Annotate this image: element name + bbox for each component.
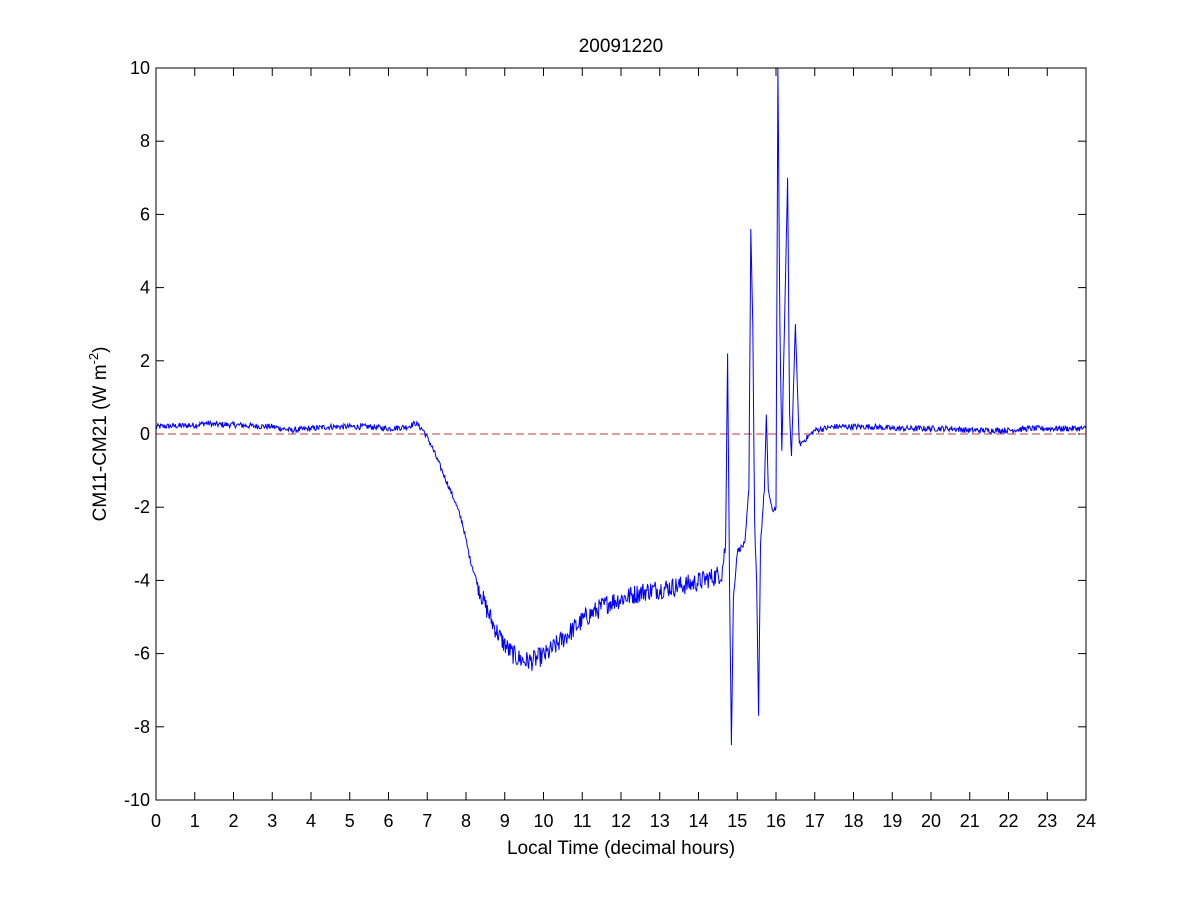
x-tick-label: 5	[345, 811, 355, 831]
y-axis-label-close: )	[90, 347, 111, 353]
y-tick-label: 10	[130, 58, 150, 78]
x-tick-label: 7	[422, 811, 432, 831]
x-tick-label: 16	[766, 811, 786, 831]
y-tick-label: -2	[134, 497, 150, 517]
x-tick-label: 4	[306, 811, 316, 831]
y-tick-label: 4	[140, 278, 150, 298]
x-tick-label: 1	[190, 811, 200, 831]
y-tick-label: -10	[124, 790, 150, 810]
x-axis-label: Local Time (decimal hours)	[507, 838, 735, 859]
y-axis-label-superscript: -2	[86, 353, 101, 365]
x-tick-label: 18	[843, 811, 863, 831]
chart-title: 20091220	[579, 36, 664, 57]
x-tick-label: 12	[611, 811, 631, 831]
x-tick-label: 3	[267, 811, 277, 831]
x-tick-label: 11	[573, 811, 592, 831]
x-tick-label: 9	[500, 811, 510, 831]
x-tick-label: 10	[533, 811, 553, 831]
x-tick-label: 8	[461, 811, 471, 831]
x-tick-label: 17	[805, 811, 825, 831]
x-tick-label: 24	[1076, 811, 1096, 831]
x-tick-label: 23	[1037, 811, 1057, 831]
x-tick-label: 21	[960, 811, 980, 831]
x-tick-label: 6	[383, 811, 393, 831]
series-line	[155, 67, 1087, 746]
x-axis-ticks: 0 1 2 3 4 5 6 7 8 9 10 11 12 13 14 15 16 17 18 19 20 21 22 23 24	[151, 68, 1096, 831]
x-tick-label: 20	[921, 811, 941, 831]
y-tick-label: -6	[134, 644, 150, 664]
x-tick-label: 2	[228, 811, 238, 831]
x-tick-label: 19	[882, 811, 902, 831]
x-tick-label: 14	[688, 811, 708, 831]
y-tick-label: 6	[140, 204, 150, 224]
y-axis-label-main: CM11-CM21 (W m	[90, 364, 111, 521]
y-tick-label: -8	[134, 717, 150, 737]
y-axis-label: CM11-CM21 (W m-2)	[86, 347, 111, 522]
x-tick-label: 0	[151, 811, 161, 831]
y-tick-label: -4	[134, 570, 150, 590]
y-tick-label: 0	[140, 424, 150, 444]
x-tick-label: 13	[650, 811, 670, 831]
x-tick-label: 22	[998, 811, 1018, 831]
plot-frame	[155, 67, 1087, 801]
x-tick-label: 15	[727, 811, 747, 831]
y-tick-label: 8	[140, 131, 150, 151]
y-tick-label: 2	[140, 351, 150, 371]
